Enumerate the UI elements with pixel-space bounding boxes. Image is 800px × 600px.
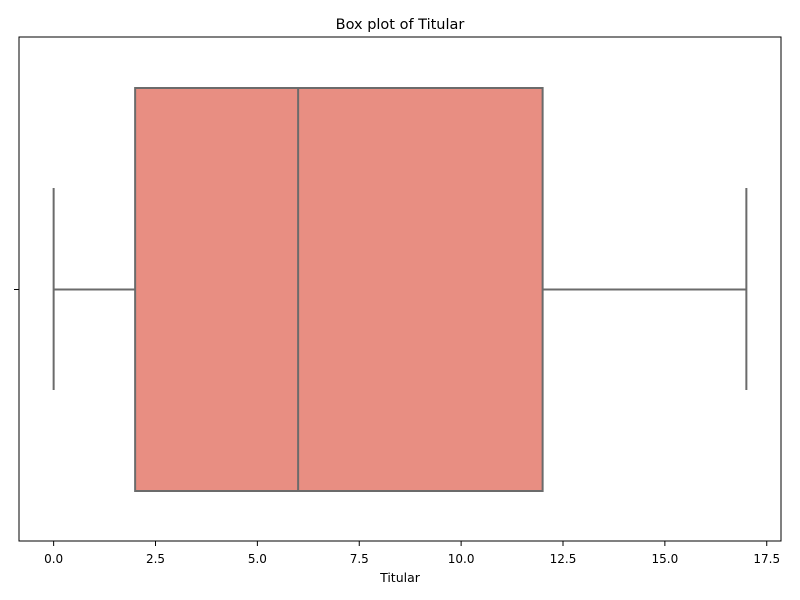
x-tick-label: 2.5 [146, 552, 165, 566]
x-axis-ticks: 0.0 2.5 5.0 7.5 10.0 12.5 15.0 17.5 [44, 541, 780, 566]
x-tick-label: 15.0 [652, 552, 679, 566]
x-tick-label: 12.5 [550, 552, 577, 566]
x-tick-label: 0.0 [44, 552, 63, 566]
iqr-box [134, 87, 544, 492]
chart-title: Box plot of Titular [336, 17, 465, 33]
x-axis-label: Titular [379, 570, 421, 585]
x-tick-label: 17.5 [753, 552, 780, 566]
x-tick-label: 10.0 [448, 552, 475, 566]
x-tick-label: 7.5 [350, 552, 369, 566]
x-tick-label: 5.0 [248, 552, 267, 566]
plot-area [14, 36, 782, 542]
